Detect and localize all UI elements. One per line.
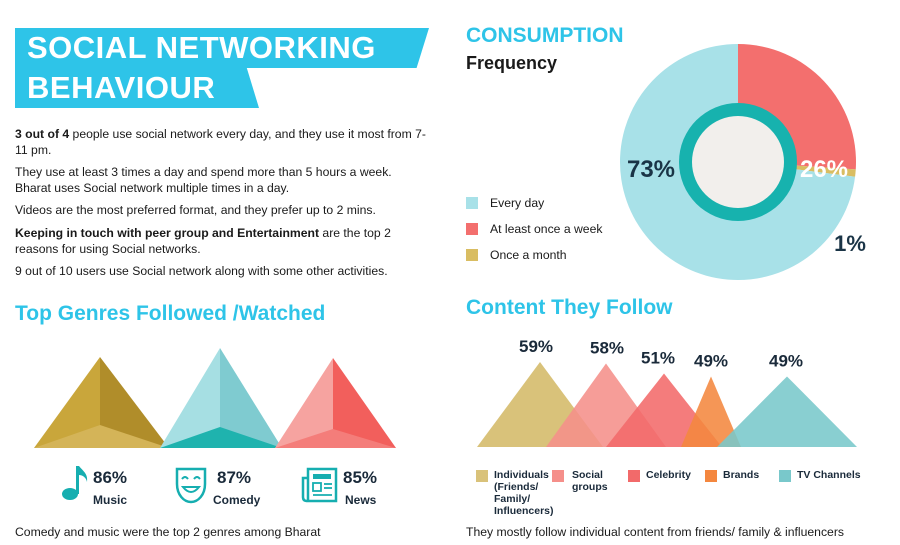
content-legend-label-individuals: Individuals (Friends/ Family/ Influencer… (494, 469, 554, 517)
genres-caption: Comedy and music were the top 2 genres a… (15, 525, 321, 539)
donut-label-weekly: 26% (800, 156, 848, 183)
title-banner-line1: SOCIAL NETWORKING (15, 28, 429, 68)
legend-label-weekly: At least once a week (490, 222, 603, 236)
music-label: Music (93, 493, 128, 507)
individuals-line-4: Influencers) (494, 505, 554, 517)
consumption-subtitle: Frequency (466, 53, 558, 73)
paragraph-1-text: people use social network every day, and… (15, 127, 426, 157)
individuals-line-1: Individuals (494, 469, 549, 481)
legend-swatch-monthly (466, 249, 478, 261)
content-legend-swatch-celebrity (628, 470, 640, 482)
donut-center (692, 116, 784, 208)
content-value-label-individuals: 59% (519, 337, 553, 356)
theater-mask-icon (175, 467, 207, 504)
content-value-label-social: 58% (590, 338, 624, 357)
paragraph-5: 9 out of 10 users use Social network alo… (15, 263, 435, 279)
individuals-line-2: (Friends/ (494, 481, 539, 493)
content-legend-label-social: Social groups (572, 469, 608, 493)
content-legend-swatch-brands (705, 470, 717, 482)
content-triangle-tv (717, 376, 857, 447)
title-banner-line2: BEHAVIOUR (15, 68, 259, 108)
news-percent: 85% (343, 468, 378, 487)
genres-title: Top Genres Followed /Watched (15, 302, 326, 325)
content-value-label-celebrity: 51% (641, 349, 675, 368)
content-legend-label-tv: TV Channels (797, 469, 861, 481)
donut-label-monthly: 1% (834, 231, 866, 256)
content-triangle-brands (681, 376, 741, 447)
music-note-icon (62, 466, 88, 500)
consumption-title: CONSUMPTION (466, 24, 624, 47)
social-line-1: Social (572, 469, 603, 481)
news-pyramid-right (333, 358, 396, 448)
music-pyramid-left (34, 357, 100, 448)
comedy-label: Comedy (213, 493, 261, 507)
legend-label-everyday: Every day (490, 196, 545, 210)
consumption-donut-chart: 73% 26% 1% (620, 44, 866, 281)
paragraph-4-text: are the top 2 reasons for using Social n… (15, 226, 391, 256)
content-legend-label-celebrity: Celebrity (646, 469, 691, 481)
content-title: Content They Follow (466, 296, 673, 319)
music-pyramid-right (100, 357, 169, 448)
news-pyramid-left (275, 358, 333, 448)
paragraph-1: 3 out of 4 people use social network eve… (15, 126, 435, 158)
paragraph-3-text: Videos are the most preferred format, an… (15, 203, 376, 217)
music-pyramid-base (34, 425, 169, 448)
paragraph-4-bold: Keeping in touch with peer group and Ent… (15, 226, 320, 240)
content-legend-swatch-tv (779, 470, 791, 482)
comedy-pyramid-right (220, 348, 282, 448)
paragraph-4: Keeping in touch with peer group and Ent… (15, 225, 420, 257)
content-legend-swatch-individuals (476, 470, 488, 482)
content-legend-swatch-social (552, 470, 564, 482)
paragraph-5-text: 9 out of 10 users use Social network alo… (15, 264, 388, 278)
music-percent: 86% (93, 468, 128, 487)
content-triangle-chart: 59% 58% 51% 49% 49% (477, 337, 857, 447)
legend-swatch-weekly (466, 223, 478, 235)
newspaper-icon (301, 467, 338, 503)
comedy-pyramid-left (160, 348, 220, 448)
content-caption: They mostly follow individual content fr… (466, 525, 844, 539)
legend-label-monthly: Once a month (490, 248, 567, 262)
content-value-label-brands: 49% (694, 351, 728, 370)
content-value-label-tv: 49% (769, 351, 803, 370)
comedy-percent: 87% (217, 468, 252, 487)
legend-swatch-everyday (466, 197, 478, 209)
paragraph-3: Videos are the most preferred format, an… (15, 202, 435, 218)
content-legend-label-brands: Brands (723, 469, 760, 481)
donut-label-everyday: 73% (627, 156, 675, 183)
news-label: News (345, 493, 377, 507)
individuals-line-3: Family/ (494, 493, 531, 505)
paragraph-1-bold: 3 out of 4 (15, 127, 70, 141)
news-pyramid-base (275, 429, 396, 448)
social-line-2: groups (572, 481, 608, 493)
comedy-pyramid-base (160, 427, 282, 448)
paragraph-2-text: They use at least 3 times a day and spen… (15, 165, 392, 195)
paragraph-2: They use at least 3 times a day and spen… (15, 164, 410, 196)
genres-pyramids (34, 348, 396, 448)
